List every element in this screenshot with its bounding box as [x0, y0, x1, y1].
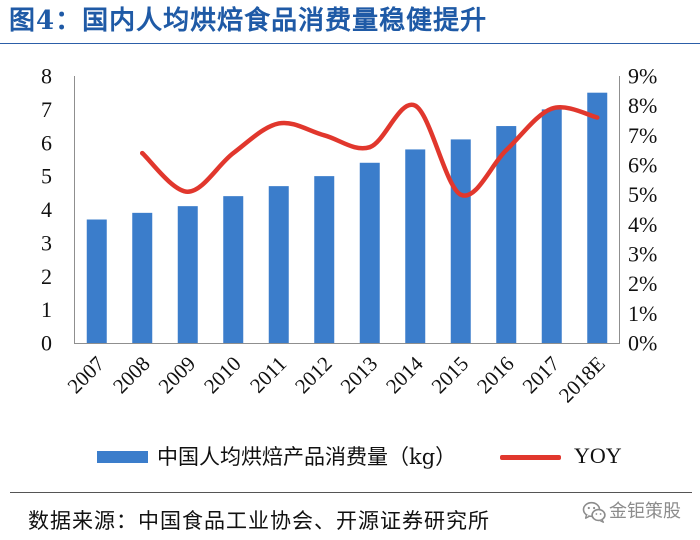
- x-axis-tick-label: 2010: [199, 352, 246, 399]
- left-axis-tick-label: 8: [41, 64, 52, 89]
- yoy-line: [140, 102, 600, 198]
- right-axis-tick-label: 0%: [628, 331, 657, 356]
- yoy-point-2012: [322, 133, 327, 138]
- yoy-point-2008: [140, 151, 145, 156]
- right-axis-tick-label: 8%: [628, 93, 657, 118]
- bar-2018E: [587, 92, 608, 343]
- x-axis-tick-label: 2013: [336, 352, 383, 399]
- right-axis-tick-label: 7%: [628, 123, 657, 148]
- bar-2015: [450, 139, 471, 343]
- yoy-point-2013: [367, 145, 372, 150]
- title-divider: [0, 43, 700, 44]
- x-axis-tick-label: 2016: [472, 352, 519, 399]
- left-axis-tick-label: 6: [41, 130, 52, 155]
- bar-2007: [86, 219, 107, 343]
- left-axis-tick-label: 2: [41, 264, 52, 289]
- yoy-series: [140, 102, 600, 198]
- x-axis-tick-label: 2009: [154, 352, 201, 399]
- yoy-point-2010: [231, 151, 236, 156]
- right-axis-tick-label: 4%: [628, 212, 657, 237]
- yoy-point-2011: [276, 121, 281, 126]
- bar-2011: [268, 186, 289, 343]
- right-axis-tick-label: 3%: [628, 242, 657, 267]
- legend-line-swatch: [500, 455, 561, 460]
- bar-2008: [132, 212, 153, 343]
- yoy-point-2015: [458, 192, 463, 197]
- left-axis-tick-label: 3: [41, 230, 52, 255]
- yoy-point-2018E: [595, 115, 600, 120]
- left-axis-tick-label: 5: [41, 164, 52, 189]
- bar-2013: [359, 162, 380, 343]
- bar-2012: [314, 176, 335, 344]
- yoy-point-2009: [185, 189, 190, 194]
- left-axis-tick-label: 1: [41, 297, 52, 322]
- right-axis-tick-label: 2%: [628, 271, 657, 296]
- legend-bar-label: 中国人均烘焙产品消费量（kg）: [157, 445, 457, 469]
- x-axis-tick-label: 2007: [63, 352, 110, 399]
- legend-line-label: YOY: [574, 443, 622, 468]
- x-axis-tick-label: 2008: [108, 352, 155, 399]
- watermark-text: 金钜策股: [609, 501, 681, 522]
- bar-2014: [405, 149, 426, 343]
- bar-2009: [177, 206, 198, 343]
- left-axis-ticks: 0 1 2 3 4 5 6 7 8: [41, 64, 52, 356]
- left-axis-tick-label: 0: [41, 331, 52, 356]
- right-axis-tick-label: 5%: [628, 182, 657, 207]
- chart-title: 图4：国内人均烘焙食品消费量稳健提升: [9, 6, 488, 36]
- right-axis-tick-label: 9%: [628, 64, 657, 89]
- bar-2017: [541, 109, 562, 344]
- left-axis-tick-label: 4: [41, 197, 52, 222]
- left-axis-tick-label: 7: [41, 97, 52, 122]
- yoy-point-2017: [549, 106, 554, 111]
- right-axis-ticks: 0% 1% 2% 3% 4% 5% 6% 7% 8% 9%: [628, 64, 657, 356]
- x-axis-tick-label: 2012: [290, 352, 337, 399]
- x-axis-tick-label: 2014: [381, 351, 428, 398]
- right-axis-tick-label: 1%: [628, 301, 657, 326]
- yoy-point-2016: [504, 148, 509, 153]
- data-source-note: 数据来源：中国食品工业协会、开源证券研究所: [28, 509, 490, 533]
- x-axis-tick-label: 2015: [427, 352, 474, 399]
- bar-2016: [496, 126, 517, 343]
- bar-series: [86, 92, 608, 344]
- yoy-point-2014: [413, 103, 418, 108]
- legend-bar-swatch: [97, 451, 148, 463]
- x-axis-tick-label: 2018E: [554, 352, 610, 408]
- right-axis-tick-label: 6%: [628, 153, 657, 178]
- bar-2010: [223, 196, 244, 343]
- x-axis-tick-label: 2011: [245, 352, 291, 398]
- footer-divider: [10, 492, 692, 493]
- wechat-icon: [582, 501, 606, 523]
